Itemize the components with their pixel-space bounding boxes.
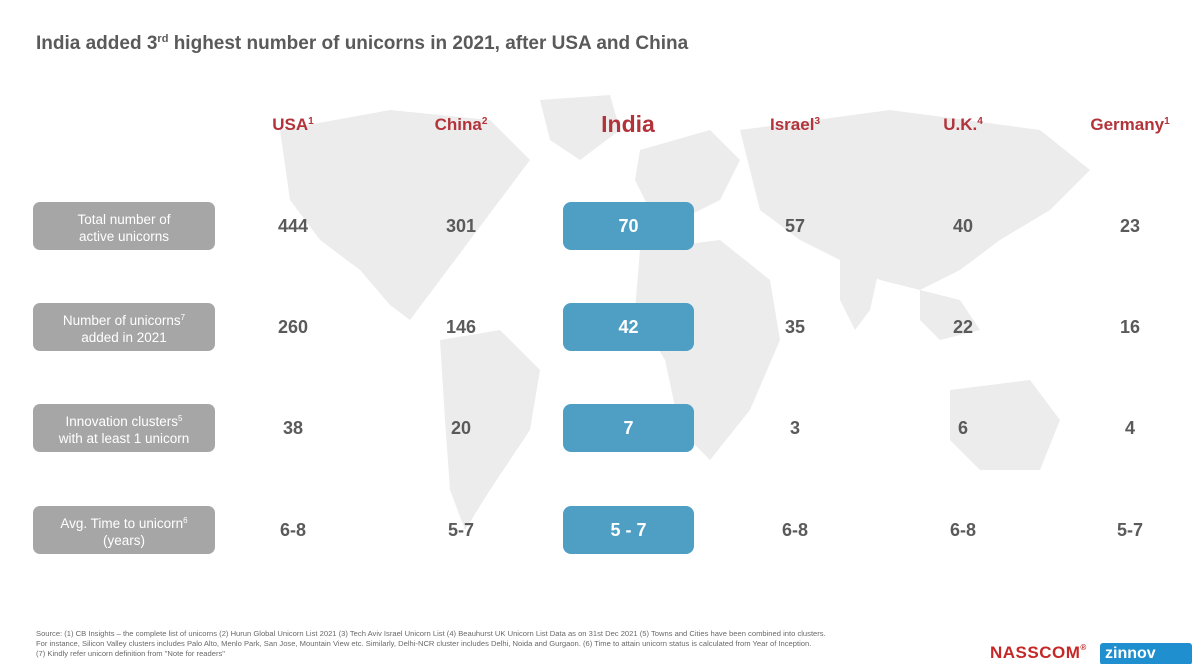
- cell-israel-added: 35: [784, 317, 806, 337]
- cell-india-time: 5 - 7: [563, 506, 694, 554]
- cell-uk-added: 22: [952, 317, 974, 337]
- column-header-china: China2: [434, 115, 488, 134]
- cell-germany-total: 23: [1119, 216, 1141, 236]
- column-header-germany: Germany1: [1090, 115, 1170, 134]
- cell-usa-clusters: 38: [282, 418, 304, 438]
- cell-india-clusters: 7: [563, 404, 694, 452]
- slide-title: India added 3rd highest number of unicor…: [36, 33, 689, 54]
- column-header-usa: USA1: [272, 115, 314, 134]
- cell-usa-time: 6-8: [279, 520, 306, 540]
- cell-india-added: 42: [563, 303, 694, 351]
- cell-china-total: 301: [445, 216, 477, 236]
- column-header-uk: U.K.4: [943, 115, 983, 134]
- row-label-avg-time: Avg. Time to unicorn6 (years): [33, 506, 215, 554]
- cell-uk-total: 40: [952, 216, 974, 236]
- nasscom-logo: NASSCOM®: [990, 643, 1087, 662]
- cell-china-clusters: 20: [450, 418, 472, 438]
- row-label-innovation-clusters: Innovation clusters5 with at least 1 uni…: [33, 404, 215, 452]
- cell-israel-total: 57: [784, 216, 806, 236]
- column-header-israel: Israel3: [770, 115, 820, 134]
- cell-germany-time: 5-7: [1116, 520, 1143, 540]
- column-header-india: India: [601, 111, 655, 137]
- cell-uk-clusters: 6: [957, 418, 968, 438]
- cell-china-added: 146: [445, 317, 477, 337]
- cell-usa-added: 260: [277, 317, 309, 337]
- cell-germany-clusters: 4: [1124, 418, 1135, 438]
- world-map-background: [240, 90, 1100, 550]
- row-label-total-unicorns: Total number of active unicorns: [33, 202, 215, 250]
- row-label-unicorns-added: Number of unicorns7 added in 2021: [33, 303, 215, 351]
- source-footnote: Source: (1) CB Insights – the complete l…: [36, 629, 826, 658]
- cell-china-time: 5-7: [447, 520, 474, 540]
- cell-israel-clusters: 3: [789, 418, 800, 438]
- cell-israel-time: 6-8: [781, 520, 808, 540]
- cell-germany-added: 16: [1119, 317, 1141, 337]
- zinnov-logo: zinnov: [1100, 643, 1192, 664]
- cell-india-total: 70: [563, 202, 694, 250]
- cell-usa-total: 444: [277, 216, 309, 236]
- cell-uk-time: 6-8: [949, 520, 976, 540]
